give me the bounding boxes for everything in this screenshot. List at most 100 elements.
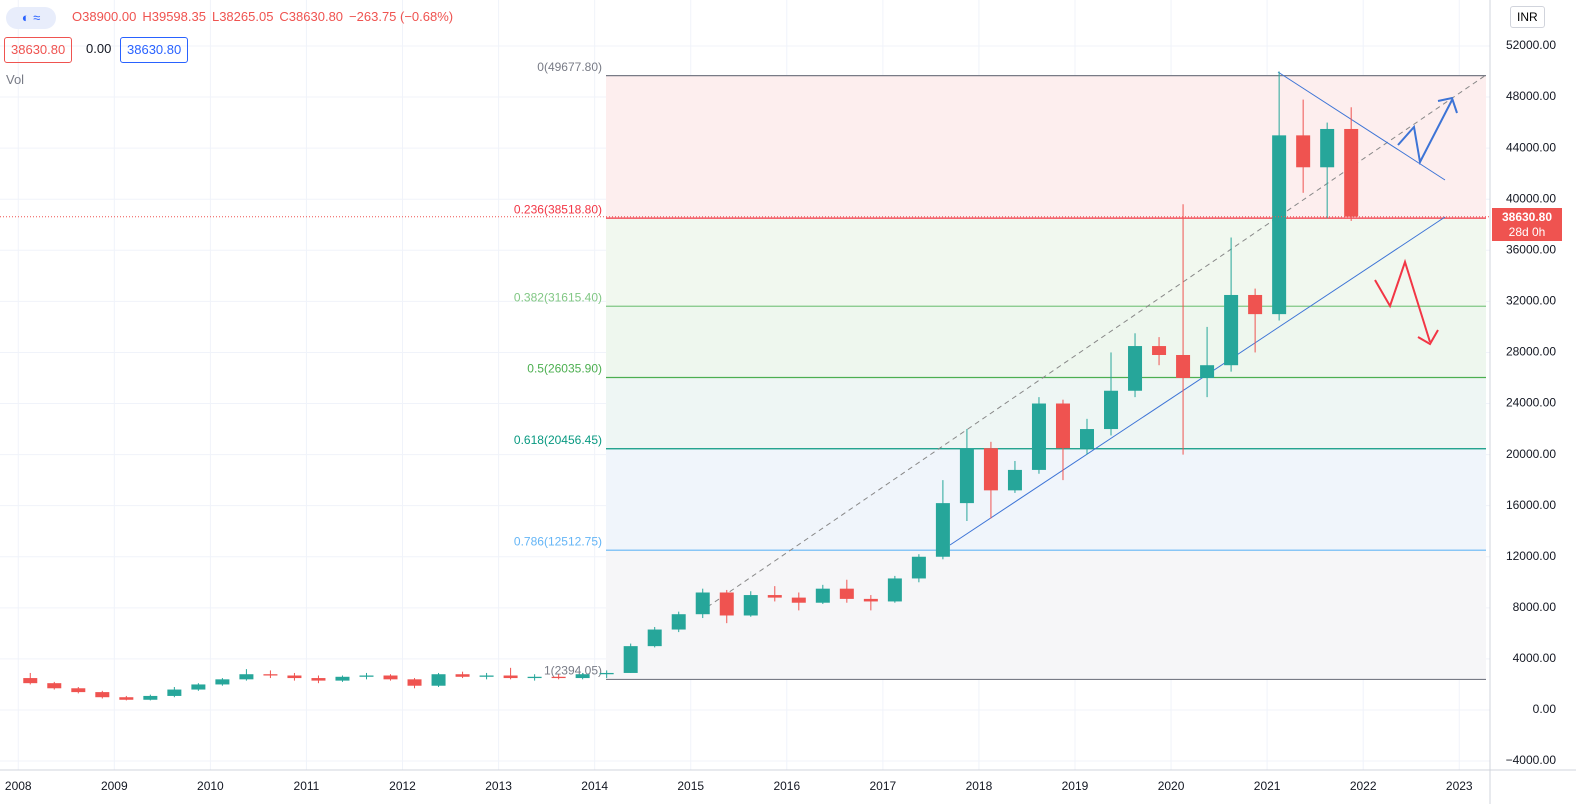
ohlc-value: −263.75 (−0.68%) — [349, 9, 454, 24]
price: 38630.80 — [1501, 210, 1553, 224]
x-tick-label: 2020 — [1158, 779, 1185, 793]
y-tick-label: 16000.00 — [1506, 498, 1556, 512]
candle-body — [815, 588, 830, 603]
fib-label: 0.618(20456.45) — [514, 433, 602, 447]
x-tick-label: 2019 — [1062, 779, 1089, 793]
candle-body — [839, 588, 854, 599]
candle-body — [1176, 354, 1191, 378]
candle-body — [695, 592, 710, 615]
y-tick-label: 4000.00 — [1513, 651, 1557, 665]
candle-body — [983, 448, 998, 491]
candle-body — [359, 675, 374, 677]
candle-body — [191, 684, 206, 690]
bid-box[interactable]: 38630.80 — [4, 37, 73, 63]
candle-body — [791, 597, 806, 603]
candle-body — [863, 598, 878, 602]
x-tick-label: 2009 — [101, 779, 128, 793]
y-tick-label: 28000.00 — [1506, 345, 1556, 359]
ask-box[interactable]: 38630.80 — [120, 37, 189, 63]
candle-body — [95, 692, 110, 698]
y-tick-label: 0.00 — [1533, 702, 1557, 716]
x-tick-label: 2014 — [581, 779, 608, 793]
y-tick-label: −4000.00 — [1506, 753, 1557, 767]
candle-body — [527, 676, 542, 679]
candle-body — [551, 676, 566, 679]
y-tick-label: 24000.00 — [1506, 396, 1556, 410]
candle-body — [215, 679, 230, 685]
fib-label: 0.382(31615.40) — [514, 290, 602, 304]
spread: 0.00 — [86, 41, 112, 56]
candle-body — [1152, 346, 1167, 355]
candle-body — [71, 688, 86, 693]
fib-zone — [606, 550, 1486, 680]
candle-body — [503, 675, 518, 679]
candle-body — [647, 629, 662, 647]
candle-body — [23, 678, 38, 684]
candle-body — [623, 646, 638, 673]
y-tick-label: 12000.00 — [1506, 549, 1556, 563]
y-tick-label: 52000.00 — [1506, 38, 1556, 52]
candle-body — [575, 674, 590, 679]
x-tick-label: 2016 — [773, 779, 800, 793]
x-tick-label: 2022 — [1350, 779, 1377, 793]
fib-zone — [606, 75, 1486, 219]
y-tick-label: 8000.00 — [1513, 600, 1557, 614]
candle-body — [407, 679, 422, 686]
candle-body — [911, 556, 926, 579]
candle-body — [1031, 403, 1046, 470]
y-tick-label: 48000.00 — [1506, 89, 1556, 103]
candle-body — [263, 674, 278, 676]
fib-label: 0.786(12512.75) — [514, 534, 602, 548]
candle-body — [143, 695, 158, 700]
ohlc-value: H39598.35 — [142, 9, 206, 24]
ohlc-legend: O38900.00 H39598.35 L38265.05 C38630.80 −263… — [72, 9, 459, 24]
y-tick-label: 20000.00 — [1506, 447, 1556, 461]
candle-body — [1344, 128, 1359, 217]
price-tag: 38630.80 28d 0h — [1492, 208, 1562, 241]
symbol-icons[interactable]: ◐ ≈ — [6, 7, 56, 29]
candle-body — [383, 675, 398, 680]
fib-zone — [606, 448, 1486, 551]
arrow-head — [1417, 329, 1439, 346]
x-tick-label: 2023 — [1446, 779, 1473, 793]
fib-zone — [606, 377, 1486, 449]
candle-body — [887, 578, 902, 602]
x-tick-label: 2011 — [294, 779, 320, 793]
x-tick-label: 2015 — [677, 779, 704, 793]
ohlc-value: O38900.00 — [72, 9, 137, 24]
x-tick-label: 2018 — [966, 779, 993, 793]
y-tick-label: 36000.00 — [1506, 242, 1556, 256]
candle-body — [287, 675, 302, 679]
candle-body — [1128, 346, 1143, 391]
fib-zone — [606, 306, 1486, 378]
candle-body — [431, 674, 446, 686]
fib-zone — [606, 218, 1486, 307]
candle-body — [671, 614, 686, 630]
ohlc-value: C38630.80 — [279, 9, 344, 24]
x-tick-label: 2021 — [1254, 779, 1281, 793]
arrow-head — [1437, 96, 1458, 114]
x-tick-label: 2017 — [870, 779, 897, 793]
candle-body — [767, 595, 782, 598]
candle-body — [959, 448, 974, 504]
candle-body — [1248, 294, 1263, 315]
candle-body — [719, 592, 734, 616]
candle-body — [1079, 429, 1094, 449]
x-tick-label: 2013 — [485, 779, 512, 793]
arrow-down — [1374, 258, 1431, 343]
x-tick-label: 2008 — [5, 779, 32, 793]
candle-body — [1055, 403, 1070, 449]
volume-label: Vol — [6, 72, 25, 87]
candle-body — [743, 595, 758, 616]
y-tick-label: 32000.00 — [1506, 294, 1556, 308]
countdown: 28d 0h — [1508, 225, 1546, 239]
y-tick-label: 44000.00 — [1506, 140, 1556, 154]
candle-body — [1200, 365, 1215, 378]
x-tick-label: 2010 — [197, 779, 224, 793]
fib-label: 0.5(26035.90) — [527, 362, 602, 376]
fib-label: 0.236(38518.80) — [514, 202, 602, 216]
candle-body — [1296, 135, 1311, 168]
currency-button[interactable]: INR — [1510, 6, 1545, 28]
